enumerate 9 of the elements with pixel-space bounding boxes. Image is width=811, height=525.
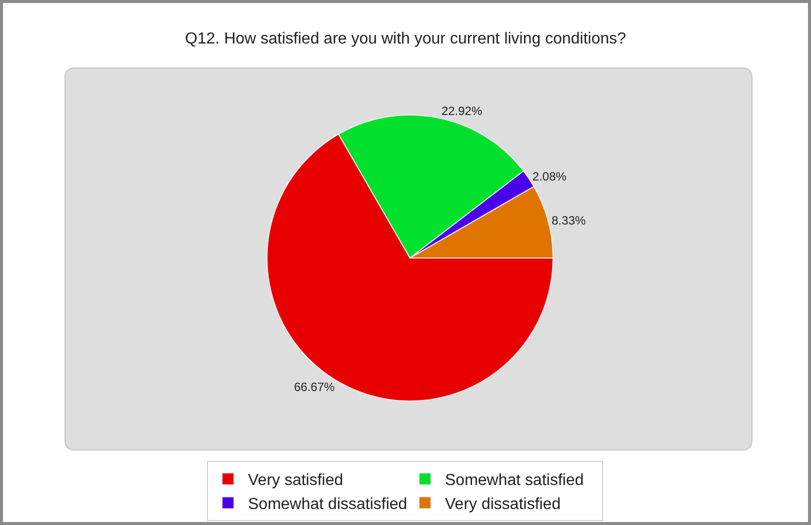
legend-label: Very satisfied bbox=[248, 472, 344, 490]
legend-label: Somewhat satisfied bbox=[445, 472, 584, 490]
chart-title: Q12. How satisfied are you with your current living conditions? bbox=[184, 30, 626, 48]
legend-label: Very dissatisfied bbox=[445, 496, 561, 513]
data-label: 2.08% bbox=[532, 169, 567, 184]
data-label: 8.33% bbox=[552, 214, 586, 228]
data-label: 66.67% bbox=[294, 380, 335, 394]
data-label: 22.92% bbox=[441, 104, 482, 118]
legend-label: Somewhat dissatisfied bbox=[248, 496, 408, 513]
